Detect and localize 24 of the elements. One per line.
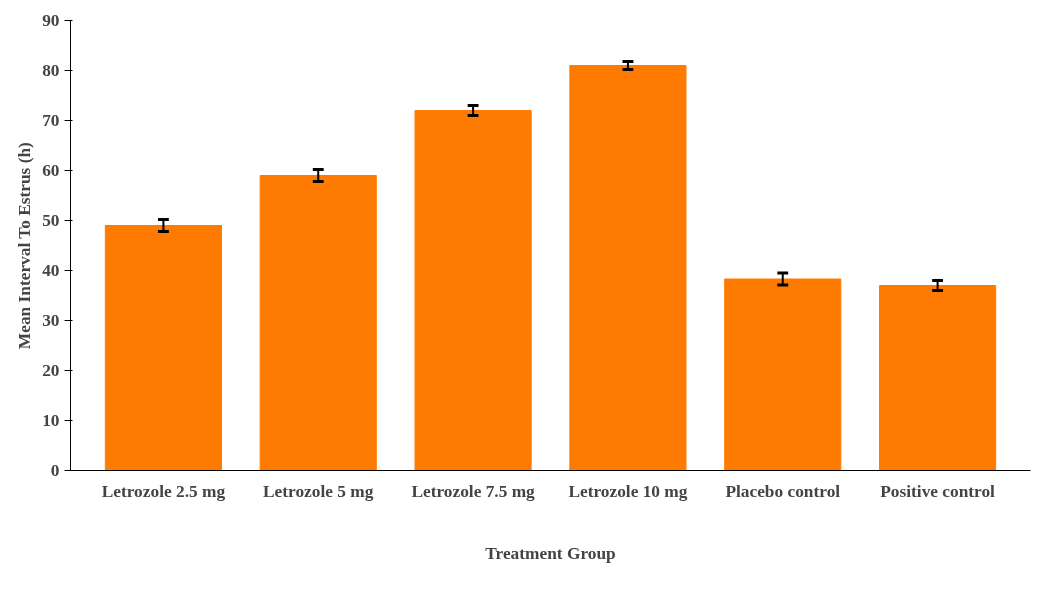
bar xyxy=(414,110,532,471)
y-tick-label: 10 xyxy=(42,411,60,430)
y-tick-label: 50 xyxy=(42,211,60,230)
x-tick-label: Letrozole 5 mg xyxy=(263,481,374,501)
bar xyxy=(569,65,687,471)
x-tick-label: Letrozole 2.5 mg xyxy=(101,481,226,501)
bar xyxy=(724,278,842,471)
y-tick-label: 90 xyxy=(42,11,60,30)
y-tick-label: 40 xyxy=(42,261,60,280)
x-tick-label: Letrozole 10 mg xyxy=(568,481,688,501)
x-tick-label: Placebo control xyxy=(725,481,841,501)
y-tick-label: 20 xyxy=(42,361,60,380)
y-axis-title: Mean Interval To Estrus (h) xyxy=(15,141,35,350)
bar xyxy=(259,175,377,471)
y-tick-label: 60 xyxy=(42,161,60,180)
x-tick-label: Letrozole 7.5 mg xyxy=(411,481,536,501)
y-tick-label: 30 xyxy=(42,311,60,330)
y-tick-label: 70 xyxy=(42,111,60,130)
bar xyxy=(879,285,997,471)
x-axis-title: Treatment Group xyxy=(485,543,616,563)
bar xyxy=(104,225,222,471)
y-tick-label: 0 xyxy=(50,461,60,480)
y-tick-label: 80 xyxy=(42,61,60,80)
x-tick-label: Positive control xyxy=(880,481,996,501)
